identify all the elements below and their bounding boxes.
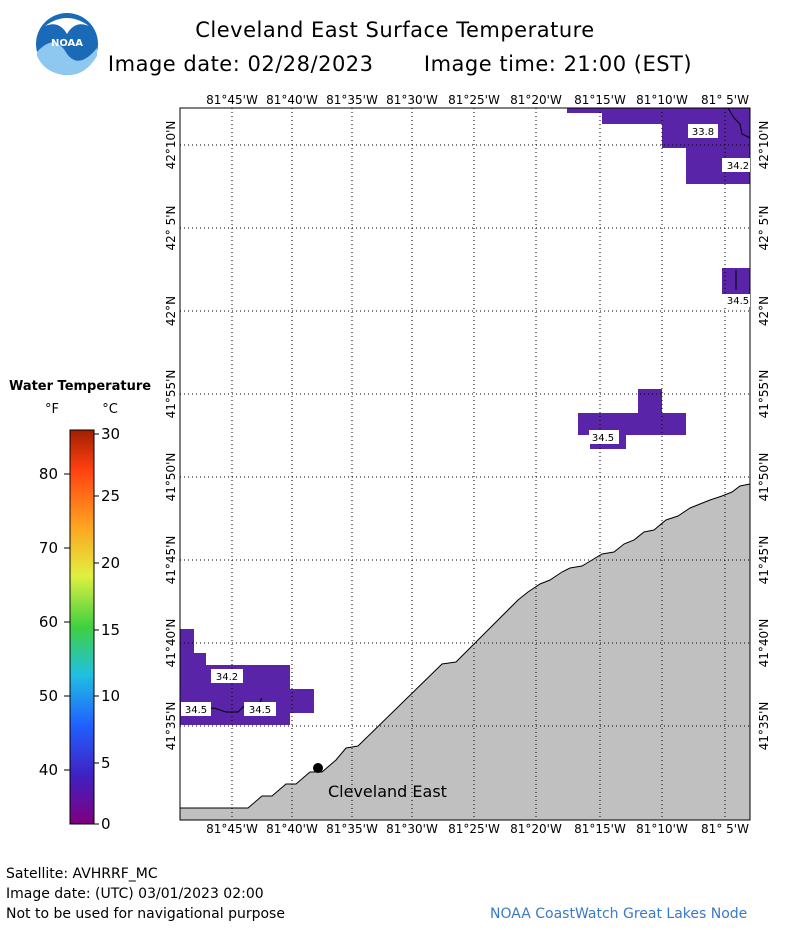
legend-tick-c: 15 (101, 621, 120, 639)
lon-label-top: 81°30'W (386, 93, 438, 107)
legend-tick-c: 30 (101, 425, 120, 443)
lon-label-bottom: 81° 5'W (701, 822, 749, 836)
lon-label-top: 81°25'W (448, 93, 500, 107)
temp-label: 34.2 (727, 161, 749, 172)
lat-label-left: 41°45'N (164, 536, 178, 585)
disclaimer: Not to be used for navigational purpose (6, 906, 285, 922)
image-datetime: Image date: 02/28/2023 Image time: 21:00… (100, 52, 700, 76)
lon-label-bottom: 81°40'W (266, 822, 318, 836)
credit-link[interactable]: NOAA CoastWatch Great Lakes Node (490, 906, 748, 922)
lon-label-bottom: 81°25'W (448, 822, 500, 836)
lon-label-bottom: 81°30'W (386, 822, 438, 836)
lon-label-top: 81°40'W (266, 93, 318, 107)
lon-label-top: 81° 5'W (701, 93, 749, 107)
lat-label-right: 41°55'N (757, 370, 771, 419)
legend-tick-f: 40 (39, 761, 58, 779)
legend-tick-f: 70 (39, 539, 58, 557)
time-label: Image time: (423, 52, 557, 76)
legend-tick-f: 50 (39, 687, 58, 705)
legend-tick-c: 5 (101, 754, 111, 772)
legend-tick-c: 25 (101, 487, 120, 505)
lon-label-top: 81°35'W (326, 93, 378, 107)
lat-label-left: 42°N (164, 296, 178, 326)
lat-label-left: 41°55'N (164, 370, 178, 419)
lon-label-top: 81°45'W (206, 93, 258, 107)
lat-label-right: 41°40'N (757, 619, 771, 668)
lat-label-left: 41°50'N (164, 453, 178, 502)
legend-tick-f: 80 (39, 465, 58, 483)
lon-label-top: 81°10'W (636, 93, 688, 107)
noaa-logo: NOAA (36, 13, 98, 76)
legend-tick-c: 10 (101, 687, 120, 705)
lat-label-left: 41°35'N (164, 702, 178, 751)
temp-label: 34.2 (216, 672, 238, 683)
lon-label-bottom: 81°10'W (636, 822, 688, 836)
lon-label-top: 81°20'W (510, 93, 562, 107)
lon-label-bottom: 81°15'W (574, 822, 626, 836)
lon-label-bottom: 81°45'W (206, 822, 258, 836)
lat-label-left: 41°40'N (164, 619, 178, 668)
lat-label-right: 42°N (757, 296, 771, 326)
date-label: Image date: (107, 52, 241, 76)
temp-label: 34.5 (727, 296, 749, 307)
temp-label: 34.5 (185, 705, 207, 716)
lat-label-right: 41°50'N (757, 453, 771, 502)
lon-label-bottom: 81°20'W (510, 822, 562, 836)
legend-title: Water Temperature (9, 379, 151, 394)
lat-label-left: 42° 5'N (164, 206, 178, 251)
color-bar (69, 429, 95, 825)
lat-label-right: 42°10'N (757, 121, 771, 170)
station-marker[interactable] (313, 763, 323, 773)
satellite-info: Satellite: AVHRRF_MC (6, 866, 158, 882)
lon-label-top: 81°15'W (574, 93, 626, 107)
temp-label: 33.8 (692, 127, 714, 138)
lon-label-bottom: 81°35'W (326, 822, 378, 836)
legend-tick-c: 20 (101, 554, 120, 572)
legend-tick-f: 60 (39, 613, 58, 631)
temp-label: 34.5 (249, 705, 271, 716)
legend-tick-c: 0 (101, 815, 111, 833)
logo-text: NOAA (51, 38, 83, 49)
lat-label-right: 41°45'N (757, 536, 771, 585)
page-title: Cleveland East Surface Temperature (195, 18, 595, 42)
temp-label: 34.5 (592, 433, 614, 444)
lat-label-left: 42°10'N (164, 121, 178, 170)
lat-label-right: 42° 5'N (757, 206, 771, 251)
utc-date: Image date: (UTC) 03/01/2023 02:00 (6, 886, 264, 902)
date-value: 02/28/2023 (247, 52, 374, 76)
time-value: 21:00 (EST) (563, 52, 693, 76)
legend-unit-c: °C (102, 402, 118, 417)
lat-label-right: 41°35'N (757, 702, 771, 751)
legend-unit-f: °F (45, 402, 59, 417)
temperature-map: 81°45'W 81°40'W 81°35'W 81°30'W 81°25'W 81°20… (164, 93, 771, 836)
station-label: Cleveland East (328, 782, 447, 801)
